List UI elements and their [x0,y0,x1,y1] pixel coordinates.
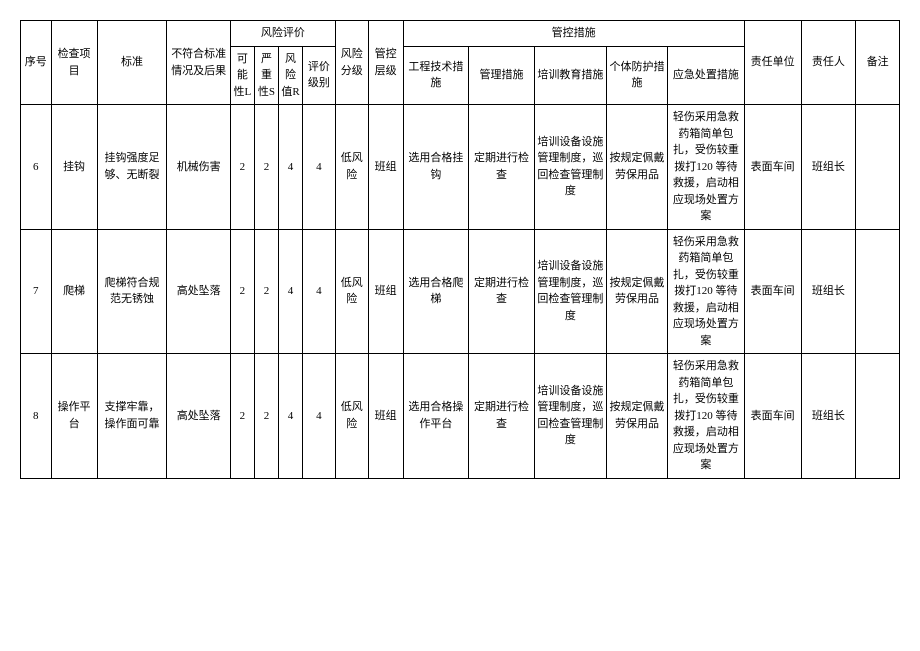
table-row: 6 挂钩 挂钩强度足够、无断裂 机械伤害 2 2 4 4 低风险 班组 选用合格… [21,105,900,230]
header-unit: 责任单位 [744,21,801,105]
cell-level: 4 [303,354,336,479]
header-emerg: 应急处置措施 [668,46,745,105]
cell-mgmt: 定期进行检查 [469,354,535,479]
cell-eng: 选用合格爬梯 [403,229,469,354]
risk-assessment-table: 序号 检查项目 标准 不符合标准情况及后果 风险评价 风险分级 管控层级 管控措… [20,20,900,479]
cell-train: 培训设备设施管理制度，巡回检查管理制度 [534,354,606,479]
header-standard: 标准 [97,21,167,105]
header-ctrlmeasure: 管控措施 [403,21,744,47]
header-item: 检查项目 [51,21,97,105]
cell-ctrllevel: 班组 [368,354,403,479]
cell-s: 2 [254,105,278,230]
cell-seq: 7 [21,229,52,354]
cell-ctrllevel: 班组 [368,229,403,354]
header-r: 风险值R [278,46,302,105]
cell-standard: 爬梯符合规范无锈蚀 [97,229,167,354]
cell-ppe: 按规定佩戴劳保用品 [606,229,667,354]
cell-level: 4 [303,229,336,354]
header-nonconform: 不符合标准情况及后果 [167,21,230,105]
cell-s: 2 [254,229,278,354]
header-ppe: 个体防护措施 [606,46,667,105]
cell-seq: 6 [21,105,52,230]
cell-emerg: 轻伤采用急救药箱简单包扎，受伤较重拨打120 等待救援，启动相应现场处置方案 [668,354,745,479]
table-body: 6 挂钩 挂钩强度足够、无断裂 机械伤害 2 2 4 4 低风险 班组 选用合格… [21,105,900,479]
cell-ctrllevel: 班组 [368,105,403,230]
cell-ppe: 按规定佩戴劳保用品 [606,354,667,479]
header-remark: 备注 [856,21,900,105]
header-train: 培训教育措施 [534,46,606,105]
cell-item: 挂钩 [51,105,97,230]
cell-person: 班组长 [801,354,856,479]
cell-r: 4 [278,354,302,479]
cell-train: 培训设备设施管理制度，巡回检查管理制度 [534,229,606,354]
cell-person: 班组长 [801,105,856,230]
cell-r: 4 [278,105,302,230]
cell-unit: 表面车间 [744,354,801,479]
cell-standard: 挂钩强度足够、无断裂 [97,105,167,230]
cell-eng: 选用合格操作平台 [403,354,469,479]
header-mgmt: 管理措施 [469,46,535,105]
cell-l: 2 [230,229,254,354]
cell-risklevel: 低风险 [335,229,368,354]
header-person: 责任人 [801,21,856,105]
cell-l: 2 [230,105,254,230]
table-row: 7 爬梯 爬梯符合规范无锈蚀 高处坠落 2 2 4 4 低风险 班组 选用合格爬… [21,229,900,354]
header-level: 评价级别 [303,46,336,105]
cell-item: 爬梯 [51,229,97,354]
cell-person: 班组长 [801,229,856,354]
header-l: 可能性L [230,46,254,105]
cell-remark [856,229,900,354]
cell-risklevel: 低风险 [335,354,368,479]
cell-l: 2 [230,354,254,479]
cell-item: 操作平台 [51,354,97,479]
header-risklevel: 风险分级 [335,21,368,105]
cell-emerg: 轻伤采用急救药箱简单包扎，受伤较重拨打120 等待救援，启动相应现场处置方案 [668,229,745,354]
cell-level: 4 [303,105,336,230]
cell-mgmt: 定期进行检查 [469,229,535,354]
header-s: 严重性S [254,46,278,105]
cell-unit: 表面车间 [744,229,801,354]
table-row: 8 操作平台 支撑牢靠，操作面可靠 高处坠落 2 2 4 4 低风险 班组 选用… [21,354,900,479]
cell-nonconform: 机械伤害 [167,105,230,230]
cell-mgmt: 定期进行检查 [469,105,535,230]
cell-r: 4 [278,229,302,354]
cell-standard: 支撑牢靠，操作面可靠 [97,354,167,479]
cell-risklevel: 低风险 [335,105,368,230]
cell-remark [856,105,900,230]
cell-nonconform: 高处坠落 [167,229,230,354]
header-seq: 序号 [21,21,52,105]
cell-train: 培训设备设施管理制度，巡回检查管理制度 [534,105,606,230]
header-ctrllevel: 管控层级 [368,21,403,105]
cell-s: 2 [254,354,278,479]
cell-remark [856,354,900,479]
cell-ppe: 按规定佩戴劳保用品 [606,105,667,230]
header-riskeval: 风险评价 [230,21,335,47]
header-eng: 工程技术措施 [403,46,469,105]
cell-emerg: 轻伤采用急救药箱简单包扎，受伤较重拨打120 等待救援，启动相应现场处置方案 [668,105,745,230]
cell-seq: 8 [21,354,52,479]
cell-unit: 表面车间 [744,105,801,230]
cell-nonconform: 高处坠落 [167,354,230,479]
header-row-1: 序号 检查项目 标准 不符合标准情况及后果 风险评价 风险分级 管控层级 管控措… [21,21,900,47]
cell-eng: 选用合格挂钩 [403,105,469,230]
